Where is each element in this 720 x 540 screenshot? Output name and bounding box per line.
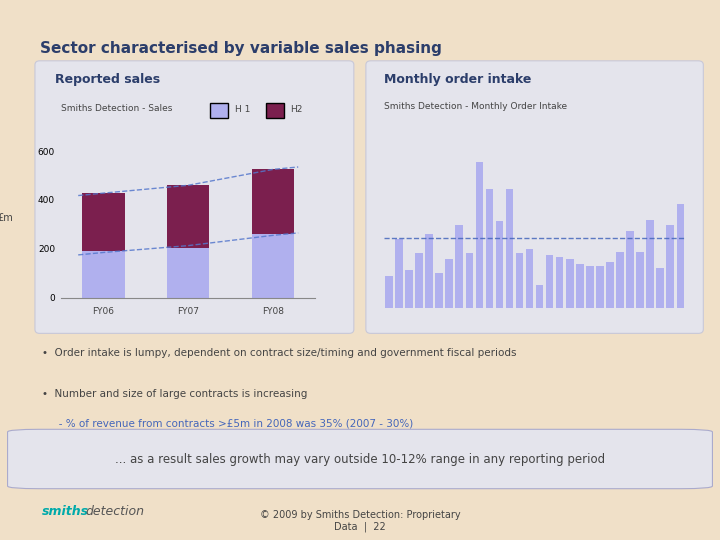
- Text: Monthly order intake: Monthly order intake: [384, 73, 531, 86]
- Bar: [415, 253, 423, 308]
- Bar: [167, 185, 210, 247]
- FancyBboxPatch shape: [210, 103, 228, 118]
- Bar: [252, 234, 294, 298]
- Bar: [586, 266, 593, 308]
- Bar: [385, 276, 392, 308]
- Text: •  Order intake is lumpy, dependent on contract size/timing and government fisca: • Order intake is lumpy, dependent on co…: [42, 348, 516, 359]
- Bar: [516, 253, 523, 308]
- Bar: [476, 162, 483, 308]
- Bar: [526, 249, 534, 308]
- Bar: [252, 170, 294, 234]
- Text: detection: detection: [85, 505, 144, 518]
- Bar: [167, 247, 210, 298]
- Text: Reported sales: Reported sales: [55, 73, 161, 86]
- Text: •  Number and size of large contracts is increasing: • Number and size of large contracts is …: [42, 389, 307, 399]
- Bar: [456, 225, 463, 308]
- Text: ... as a result sales growth may vary outside 10-12% range in any reporting peri: ... as a result sales growth may vary ou…: [115, 453, 605, 465]
- Bar: [82, 193, 125, 251]
- Bar: [626, 231, 634, 308]
- FancyBboxPatch shape: [35, 61, 354, 333]
- Bar: [606, 261, 613, 308]
- Text: H2: H2: [290, 105, 302, 114]
- Bar: [636, 252, 644, 308]
- Bar: [616, 252, 624, 308]
- Bar: [546, 255, 554, 308]
- Bar: [596, 266, 603, 308]
- Text: Smiths Detection - Monthly Order Intake: Smiths Detection - Monthly Order Intake: [384, 102, 567, 111]
- Text: £m: £m: [0, 213, 13, 223]
- Bar: [485, 190, 493, 308]
- Text: - % of revenue from contracts >£5m in 2008 was 35% (2007 - 30%): - % of revenue from contracts >£5m in 20…: [49, 418, 413, 429]
- FancyBboxPatch shape: [266, 103, 284, 118]
- Text: © 2009 by Smiths Detection: Proprietary
Data  |  22: © 2009 by Smiths Detection: Proprietary …: [260, 510, 460, 532]
- FancyBboxPatch shape: [7, 429, 713, 489]
- Bar: [436, 273, 443, 308]
- Bar: [405, 270, 413, 308]
- Text: H 1: H 1: [235, 105, 250, 114]
- Bar: [667, 225, 674, 308]
- Bar: [566, 259, 574, 308]
- Bar: [82, 251, 125, 298]
- Text: smiths: smiths: [42, 505, 89, 518]
- Bar: [677, 204, 684, 308]
- Bar: [466, 253, 473, 308]
- Bar: [446, 259, 453, 308]
- Bar: [657, 268, 664, 308]
- FancyBboxPatch shape: [366, 61, 703, 333]
- Bar: [495, 221, 503, 308]
- Text: Sector characterised by variable sales phasing: Sector characterised by variable sales p…: [40, 40, 441, 56]
- Bar: [505, 190, 513, 308]
- Bar: [536, 285, 544, 308]
- Bar: [576, 264, 584, 308]
- Bar: [395, 239, 402, 308]
- Text: Smiths Detection - Sales: Smiths Detection - Sales: [61, 105, 173, 113]
- Bar: [647, 220, 654, 308]
- Bar: [556, 257, 564, 308]
- Bar: [426, 234, 433, 308]
